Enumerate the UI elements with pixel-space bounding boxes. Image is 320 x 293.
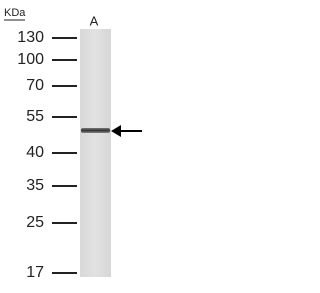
marker-label: 70 — [26, 77, 44, 94]
marker-label: 130 — [17, 29, 44, 46]
marker-label: 100 — [17, 51, 44, 68]
marker-label: 17 — [26, 264, 44, 281]
marker-label: 40 — [26, 144, 44, 161]
band — [81, 128, 110, 133]
unit-label: KDa — [4, 7, 26, 19]
lane-label: A — [90, 13, 99, 28]
arrow — [111, 125, 142, 137]
lane — [80, 29, 111, 277]
marker-label: 55 — [26, 108, 44, 125]
marker-ladder: 130 100 70 55 40 35 25 17 — [17, 29, 77, 281]
marker-label: 35 — [26, 177, 44, 194]
blot: KDa A 130 100 70 55 40 35 25 17 — [4, 7, 142, 281]
marker-label: 25 — [26, 214, 44, 231]
